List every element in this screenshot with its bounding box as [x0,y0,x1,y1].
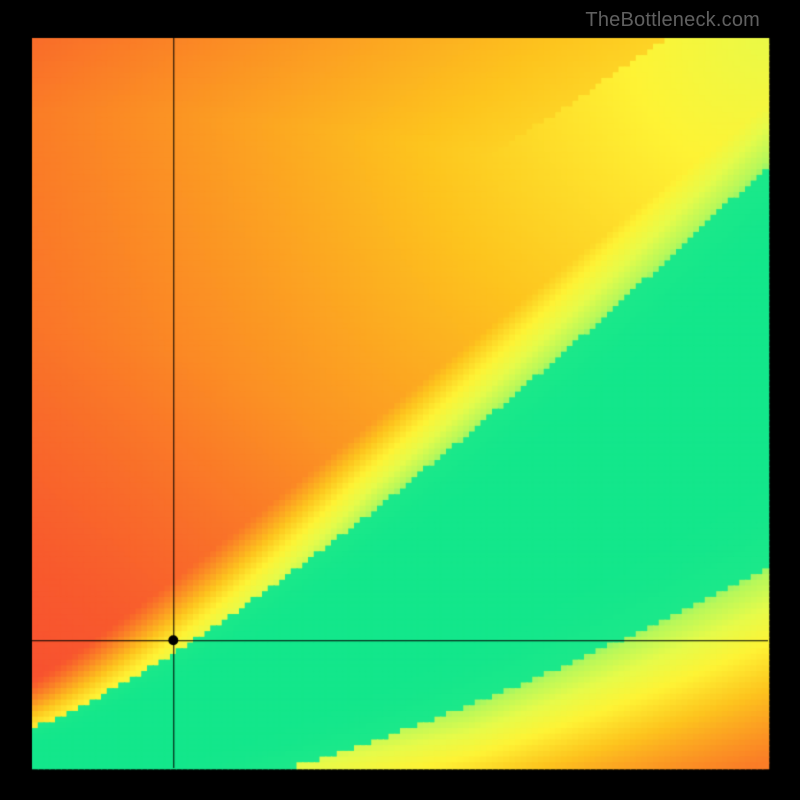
chart-container: TheBottleneck.com [0,0,800,800]
watermark-label: TheBottleneck.com [585,9,760,32]
bottleneck-heatmap-canvas [0,0,800,800]
